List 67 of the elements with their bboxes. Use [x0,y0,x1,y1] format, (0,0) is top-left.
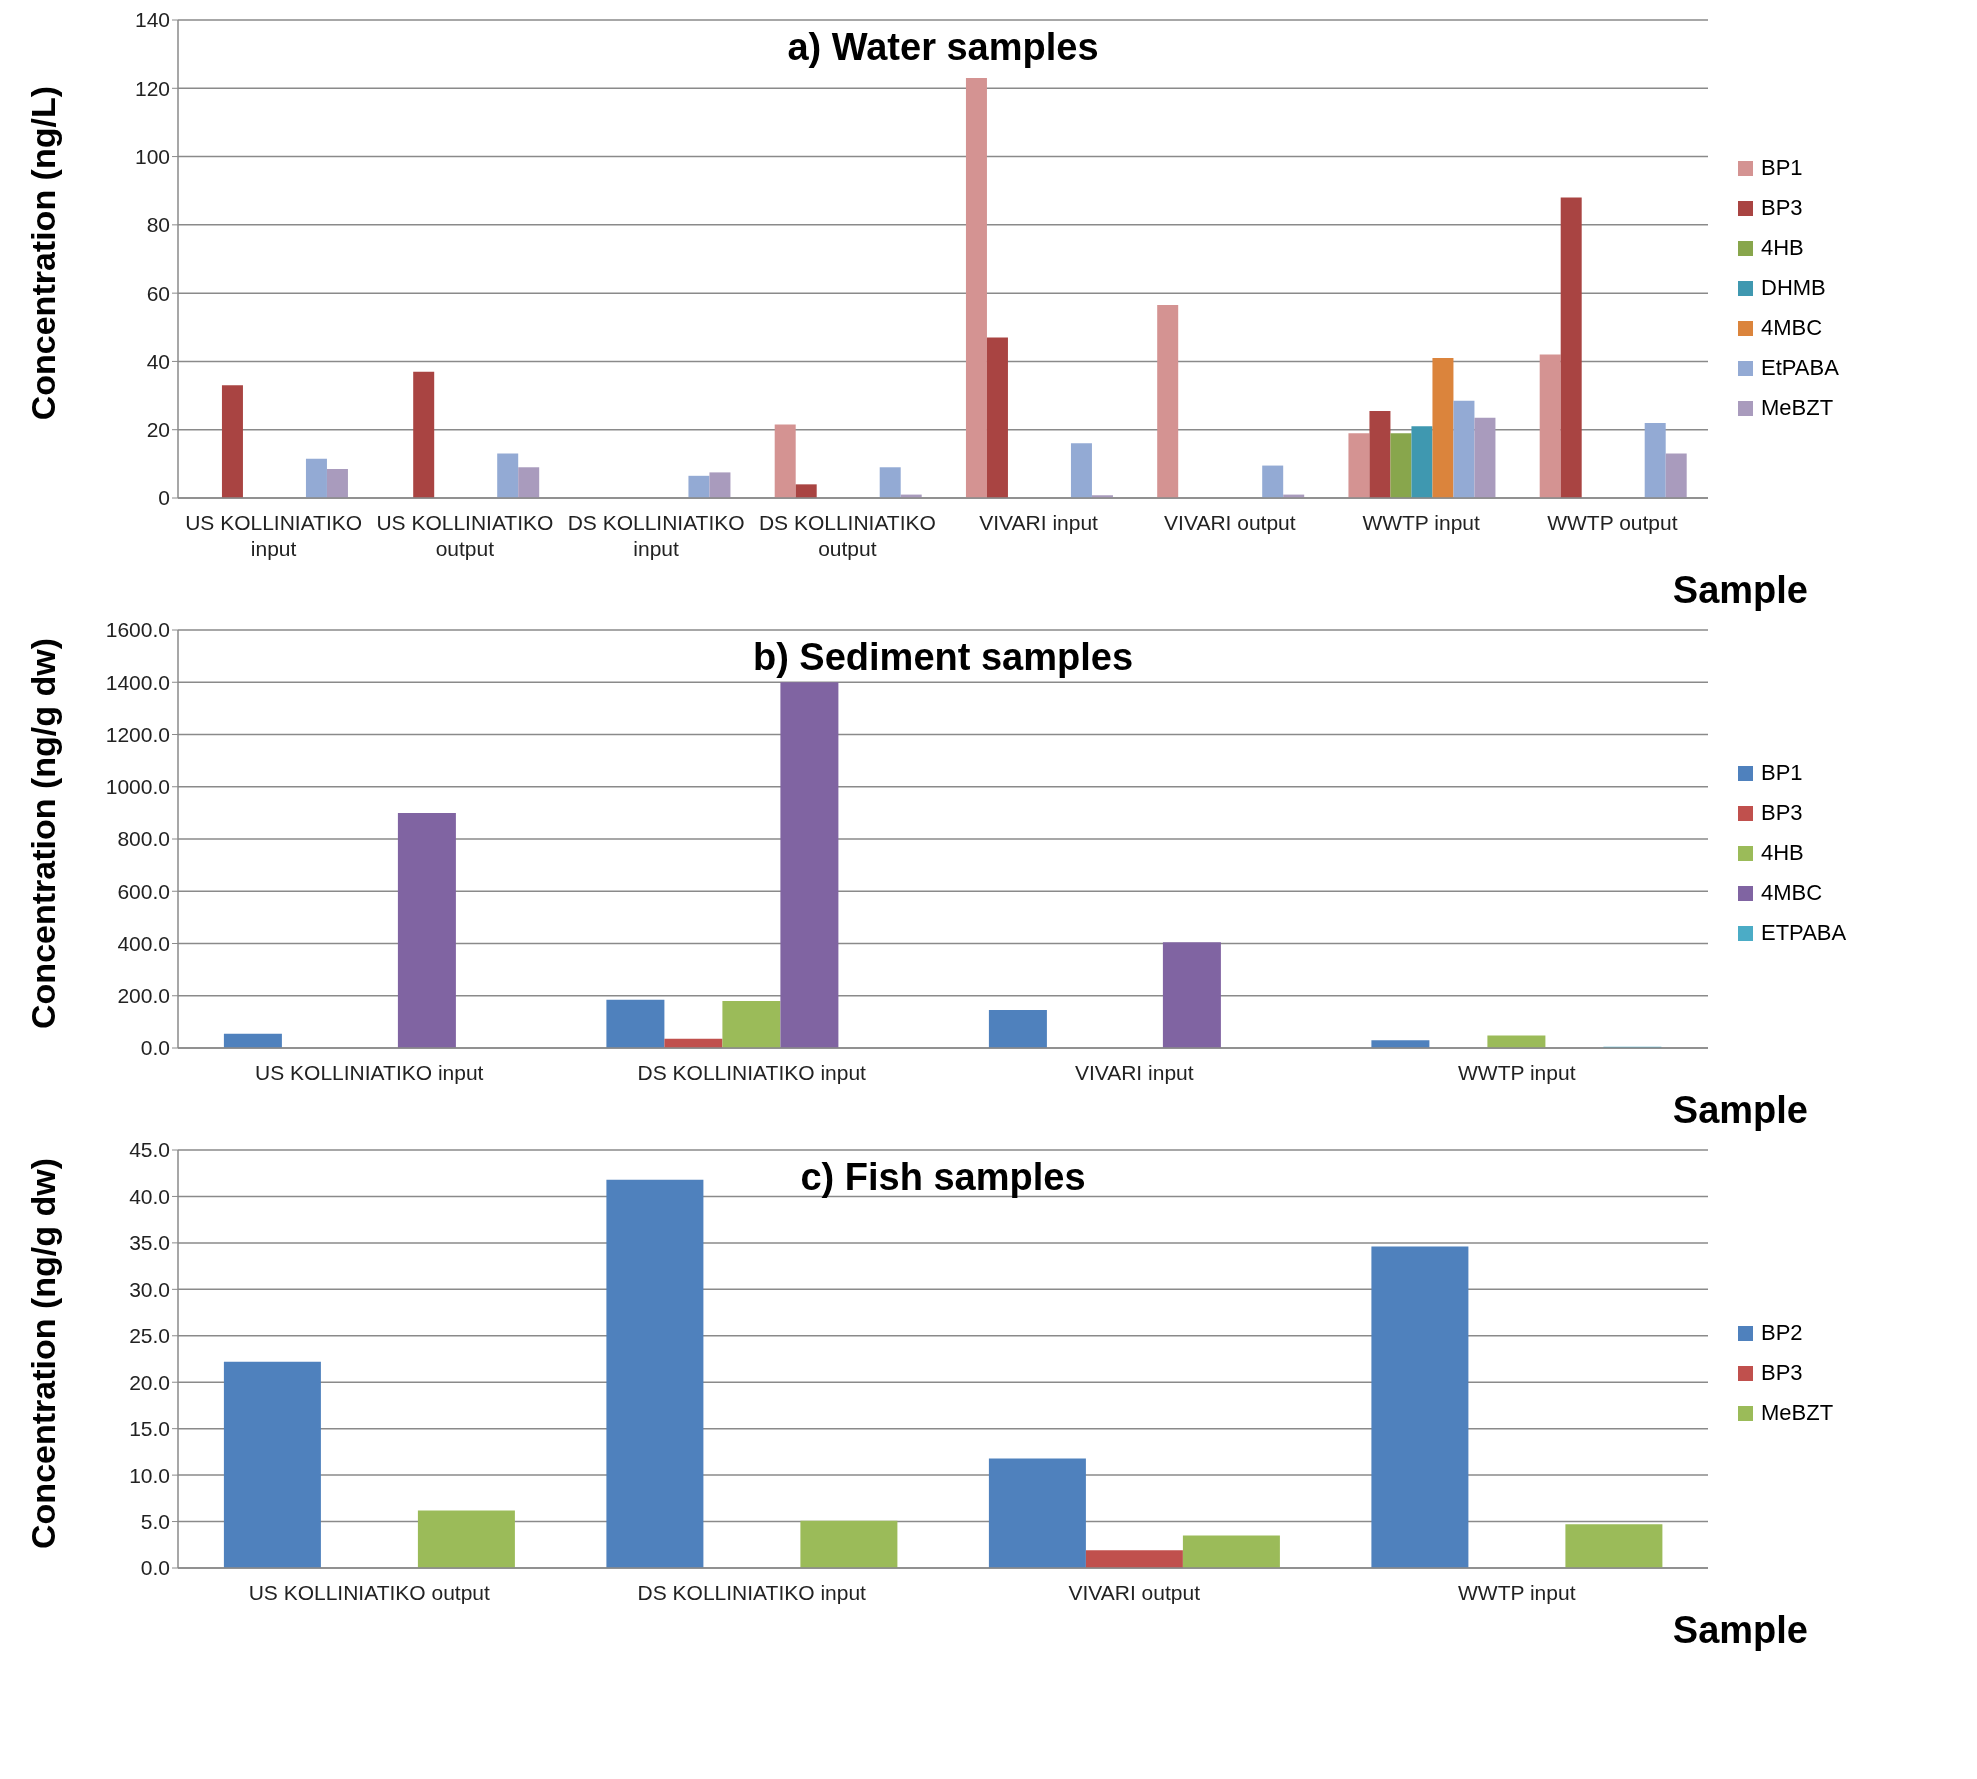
y-tick-label: 0.0 [140,1036,170,1060]
y-tick-label: 1400.0 [105,670,170,694]
y-tick-label: 15.0 [129,1417,170,1441]
legend-label: MeBZT [1761,1400,1834,1426]
y-tick-label: 200.0 [117,984,170,1008]
legend-label: MeBZT [1761,395,1834,421]
x-axis-title: Sample [1671,1608,1808,1652]
y-tick-label: 25.0 [129,1324,170,1348]
y-tick-label: 40.0 [129,1184,170,1208]
y-tick-label: 20.0 [129,1370,170,1394]
legend-label: 4MBC [1761,880,1823,906]
x-tick-label: DS KOLLINIATIKO input [637,1061,867,1084]
y-tick-label: 1200.0 [105,722,170,746]
legend-label: BP1 [1761,760,1803,786]
chart-title: a) Water samples [786,26,1100,69]
y-tick-label: 120 [134,76,170,100]
legend-label: BP3 [1761,800,1803,826]
chart-title: b) Sediment samples [751,636,1135,679]
y-tick-label: 35.0 [129,1231,170,1255]
y-tick-label: 0.0 [140,1556,170,1580]
legend-label: BP1 [1761,155,1803,181]
x-tick-label: DS KOLLINIATIKO input [567,511,745,560]
legend-label: BP3 [1761,195,1803,221]
x-tick-label: VIVARI input [1074,1061,1194,1084]
y-tick-label: 10.0 [129,1463,170,1487]
y-tick-label: 100 [134,145,170,169]
y-tick-label: 1600.0 [105,618,170,642]
x-tick-label: WWTP input [1458,1061,1576,1084]
x-tick-label: US KOLLINIATIKO output [248,1581,491,1604]
chart-title: c) Fish samples [799,1156,1087,1199]
x-tick-label: WWTP output [1547,511,1678,534]
x-tick-label: VIVARI input [979,511,1099,534]
legend-label: 4HB [1761,840,1804,866]
x-tick-label: DS KOLLINIATIKO output [758,511,936,560]
y-axis-title: Concentration (ng/g dw) [23,1157,63,1549]
x-tick-label: VIVARI output [1068,1581,1201,1604]
y-tick-label: 800.0 [117,827,170,851]
y-axis-title: Concentration (ng/L) [23,85,63,421]
x-tick-label: US KOLLINIATIKO input [255,1061,484,1084]
legend-label: BP3 [1761,1360,1803,1386]
legend-label: ETPABA [1761,920,1847,946]
y-tick-label: 5.0 [140,1510,170,1534]
legend-label: 4HB [1761,235,1804,261]
y-tick-label: 1000.0 [105,775,170,799]
x-tick-label: DS KOLLINIATIKO input [637,1581,867,1604]
y-tick-label: 20 [146,418,170,442]
y-tick-label: 40 [146,349,170,373]
x-tick-label: VIVARI output [1164,511,1296,534]
y-tick-label: 60 [146,281,170,305]
x-axis-title: Sample [1671,568,1808,612]
legend-label: DHMB [1761,275,1826,301]
x-tick-label: US KOLLINIATIKO output [376,511,554,560]
x-tick-label: WWTP input [1458,1581,1576,1604]
x-tick-label: US KOLLINIATIKO input [185,511,363,560]
legend-label: 4MBC [1761,315,1823,341]
y-axis-title: Concentration (ng/g dw) [23,637,63,1029]
y-tick-label: 45.0 [129,1138,170,1162]
y-tick-label: 600.0 [117,879,170,903]
y-tick-label: 80 [146,213,170,237]
x-axis-title: Sample [1671,1088,1808,1132]
y-tick-label: 140 [134,8,170,32]
y-tick-label: 0 [158,486,170,510]
legend-label: EtPABA [1761,355,1839,381]
x-tick-label: WWTP input [1362,511,1481,534]
y-tick-label: 30.0 [129,1277,170,1301]
y-tick-label: 400.0 [117,931,170,955]
legend-label: BP2 [1761,1320,1803,1346]
